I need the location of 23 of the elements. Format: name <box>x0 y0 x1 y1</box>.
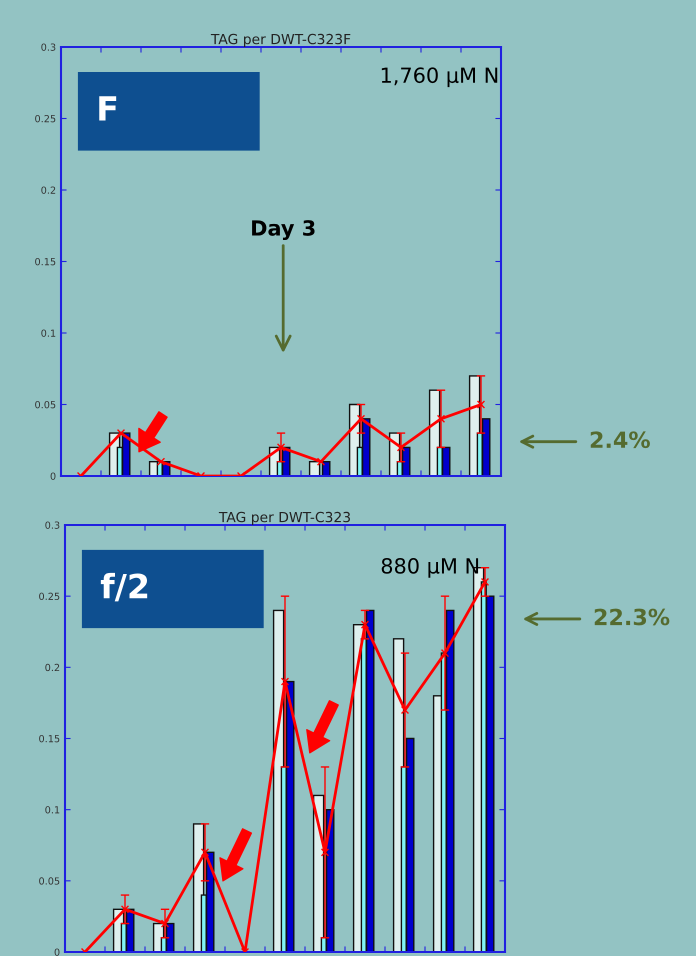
y-tick-label: 0 <box>50 472 56 480</box>
annotation: 880 µM N <box>382 558 478 578</box>
y-tick-label: 0.05 <box>39 877 60 885</box>
chart-title: TAG per DWT-C323 <box>218 512 350 525</box>
annotation: Day 3 <box>252 220 315 240</box>
chart-title: TAG per DWT-C323F <box>210 34 350 47</box>
text: 2.4% <box>590 431 650 448</box>
y-tick-label: 0.15 <box>35 258 56 266</box>
y-tick-label: 0.3 <box>41 43 56 51</box>
y-tick-label: 0.2 <box>41 186 56 194</box>
y-tick-label: 0.25 <box>35 114 56 122</box>
y-tick-label: 0.15 <box>39 734 60 742</box>
y-tick-label: 0.05 <box>35 400 56 408</box>
annotation: f/2 <box>100 572 148 602</box>
text: 22.3% <box>594 608 670 626</box>
annotation: F <box>99 96 116 121</box>
y-tick-label: 0.25 <box>39 592 60 600</box>
y-tick-label: 0.1 <box>41 329 56 337</box>
y-tick-label: 0.2 <box>45 664 60 672</box>
y-tick-label: 0 <box>54 948 60 956</box>
annotation: 1,760 µM N <box>382 67 498 88</box>
y-tick-label: 0.1 <box>45 806 60 814</box>
y-tick-label: 0.3 <box>45 521 60 529</box>
